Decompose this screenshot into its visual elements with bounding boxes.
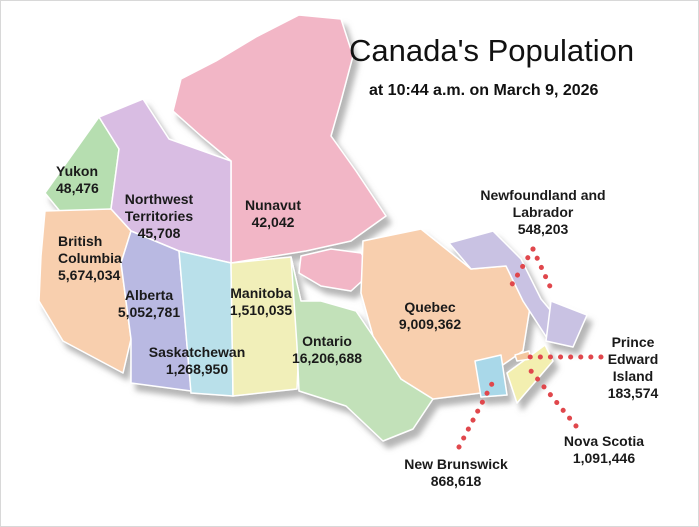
region-name: Newfoundland and Labrador	[480, 187, 606, 220]
region-population: 1,268,950	[165, 361, 229, 377]
region-name: Northwest Territories	[124, 191, 194, 224]
leader-lines	[456, 246, 604, 450]
region-name: Alberta	[124, 287, 174, 303]
region-label: Alberta 5,052,781	[102, 287, 197, 321]
region-name: Prince Edward Island	[607, 334, 659, 384]
leader-line	[530, 246, 556, 296]
region-label: Manitoba 1,510,035	[216, 285, 306, 319]
region-population: 548,203	[517, 221, 569, 237]
region-label: Yukon 48,476	[56, 163, 146, 197]
region-label: Northwest Territories 45,708	[104, 191, 214, 242]
region-population: 5,052,781	[117, 304, 181, 320]
region-label: New Brunswick 868,618	[386, 456, 526, 490]
leader-line	[508, 246, 536, 289]
region-label: Nunavut 42,042	[228, 197, 318, 231]
region-name: Nova Scotia	[563, 433, 645, 449]
leader-line	[528, 368, 579, 429]
region-label: Nova Scotia 1,091,446	[549, 433, 659, 467]
region-name: Manitoba	[230, 285, 292, 301]
region-label: Saskatchewan 1,268,950	[137, 344, 257, 378]
leader-line	[456, 373, 499, 450]
map-title: Canada's Population	[349, 33, 635, 68]
region-nunavut	[172, 14, 387, 264]
region-new-brunswick	[474, 354, 508, 398]
region-name: Ontario	[302, 333, 352, 349]
map-subtitle: at 10:44 a.m. on March 9, 2026	[369, 82, 599, 99]
region-population: 16,206,688	[291, 350, 363, 366]
region-label: Newfoundland and Labrador 548,203	[468, 187, 618, 238]
region-name: Yukon	[56, 163, 99, 179]
region-label: Ontario 16,206,688	[272, 333, 382, 367]
region-population: 1,091,446	[572, 450, 636, 466]
region-nova-scotia	[506, 344, 554, 404]
provinces	[38, 14, 588, 442]
region-bc	[38, 208, 132, 374]
region-population: 5,674,034	[58, 267, 121, 283]
region-name: British Columbia	[58, 233, 122, 266]
region-label: Quebec 9,009,362	[385, 299, 475, 333]
region-population: 48,476	[56, 180, 99, 196]
region-population: 45,708	[137, 225, 181, 241]
region-label: British Columbia 5,674,034	[58, 233, 148, 284]
region-label: Prince Edward Island 183,574	[598, 334, 668, 402]
region-name: Quebec	[404, 299, 456, 315]
region-population: 868,618	[430, 473, 482, 489]
region-name: New Brunswick	[404, 456, 508, 472]
region-name: Nunavut	[245, 197, 301, 213]
region-population: 9,009,362	[398, 316, 462, 332]
region-population: 42,042	[251, 214, 295, 230]
region-newfoundland	[545, 300, 588, 348]
region-population: 1,510,035	[229, 302, 293, 318]
region-population: 183,574	[607, 385, 659, 401]
region-name: Saskatchewan	[148, 344, 246, 360]
